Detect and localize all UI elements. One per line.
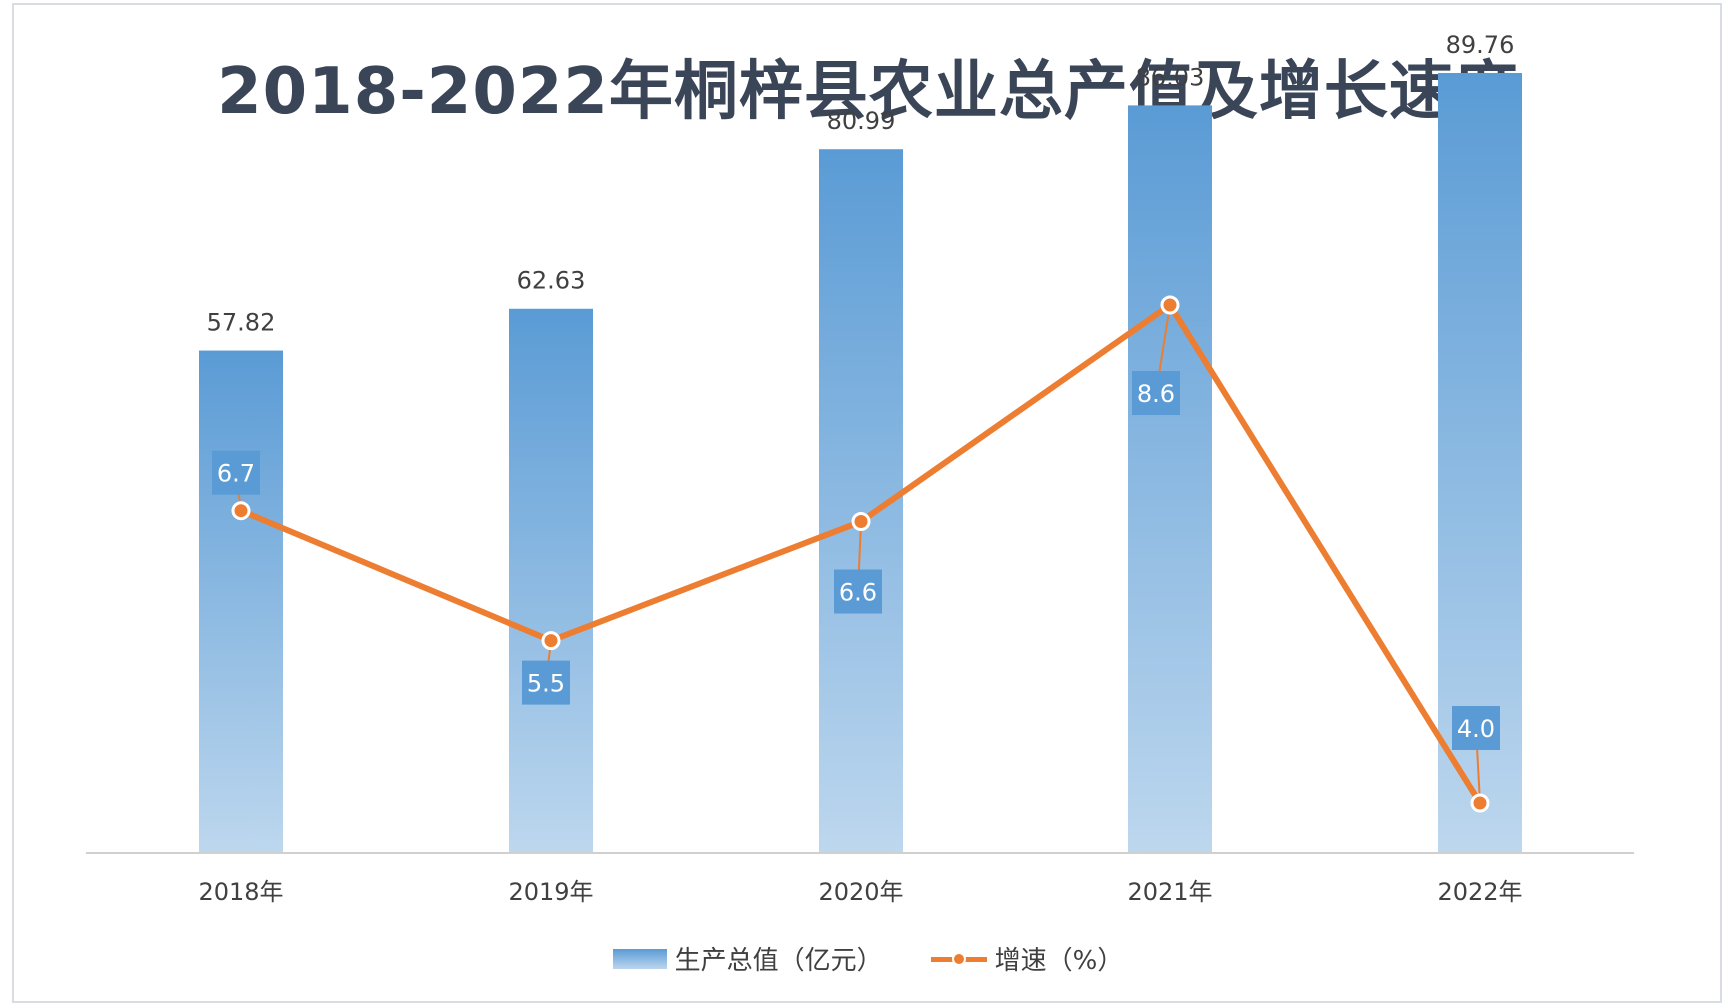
legend-line-label: 增速（%） (994, 946, 1124, 976)
x-tick-label-0: 2018年 (198, 878, 283, 906)
legend-item-bar[interactable]: 生产总值（亿元） (612, 940, 883, 977)
line-label-box-3 (1132, 371, 1180, 415)
bar-0 (199, 350, 283, 853)
legend-bar-label: 生产总值（亿元） (674, 946, 883, 976)
legend-bar-swatch (612, 948, 667, 969)
legend: 生产总值（亿元） 增速（%） (0, 940, 1736, 977)
line-label-box-2 (834, 569, 882, 614)
line-point-1 (541, 631, 561, 651)
bar-value-label-3: 86.03 (1136, 63, 1205, 91)
line-value-label-2: 6.6 (839, 579, 877, 607)
legend-line-swatch (930, 949, 987, 969)
line-value-label-4: 4.0 (1457, 715, 1495, 743)
x-tick-label-4: 2022年 (1437, 878, 1522, 906)
x-tick-label-1: 2019年 (508, 878, 593, 906)
x-tick-labels: 2018年 2019年 2020年 2021年 2022年 (198, 878, 1522, 906)
bar-value-label-1: 62.63 (517, 267, 586, 295)
x-tick-label-2: 2020年 (818, 878, 903, 906)
legend-item-line[interactable]: 增速（%） (930, 940, 1124, 977)
bar-1 (509, 308, 593, 853)
bar-3 (1128, 105, 1212, 854)
bar-value-label-4: 89.76 (1446, 31, 1515, 59)
line-point-2 (851, 512, 871, 532)
chart-title: 2018-2022年桐梓县农业总产值及增长速度 (217, 55, 1519, 129)
x-tick-label-3: 2021年 (1127, 878, 1212, 906)
line-value-label-3: 8.6 (1137, 380, 1175, 408)
line-point-3 (1160, 295, 1180, 315)
bar-value-label-0: 57.82 (207, 309, 276, 337)
line-point-4 (1470, 793, 1490, 813)
bar-value-label-2: 80.99 (827, 107, 896, 135)
line-label-box-1 (522, 660, 570, 705)
line-value-label-0: 6.7 (217, 460, 255, 488)
bar-series: 57.82 62.63 80.99 86.03 89.76 (199, 31, 1522, 854)
line-point-0 (231, 501, 251, 521)
line-series: 6.7 5.5 6.6 8.6 4.0 (212, 295, 1500, 813)
line-value-label-1: 5.5 (527, 670, 565, 698)
line-label-box-4 (1452, 706, 1500, 750)
line-label-box-0 (212, 450, 260, 495)
